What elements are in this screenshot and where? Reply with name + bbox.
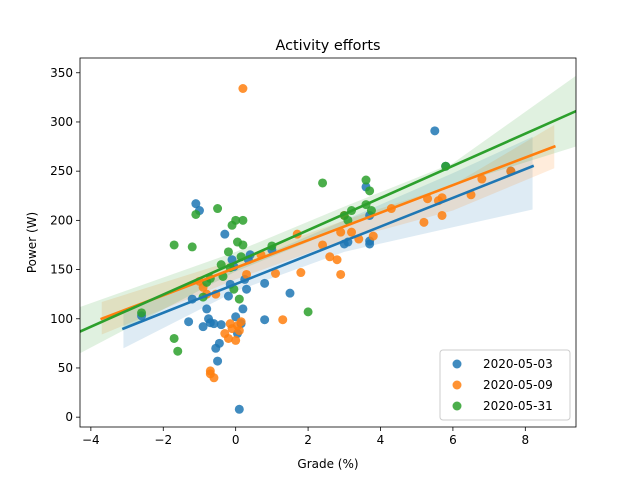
x-tick-label: 2 [304, 433, 312, 447]
data-point-series-2 [209, 373, 219, 383]
data-point-series-1 [242, 284, 252, 294]
chart-title: Activity efforts [275, 38, 380, 54]
y-tick-label: 150 [50, 263, 73, 277]
x-axis-ticks: −4 −2 0 2 4 6 8 [82, 427, 529, 447]
regression-line-series-1 [121, 164, 535, 331]
data-point-series-3 [238, 240, 248, 250]
data-point-series-1 [216, 320, 226, 330]
data-point-series-1 [260, 278, 270, 288]
data-point-series-2 [271, 268, 281, 278]
x-axis-label: Grade (%) [297, 457, 358, 471]
data-point-series-1 [191, 199, 201, 209]
data-point-series-2 [419, 217, 429, 227]
data-point-series-3 [137, 308, 147, 318]
y-axis-label: Power (W) [25, 212, 39, 273]
legend-marker [452, 380, 462, 390]
data-point-series-3 [191, 209, 201, 219]
data-point-series-2 [347, 227, 357, 237]
data-point-series-2 [332, 255, 342, 265]
y-axis-ticks: 0 50 100 150 200 250 300 350 [50, 66, 80, 424]
data-point-series-3 [365, 186, 375, 196]
legend-marker [452, 359, 462, 369]
y-tick-label: 100 [50, 312, 73, 326]
regression-lines [80, 109, 576, 333]
data-point-series-2 [231, 335, 241, 345]
data-point-series-2 [437, 210, 447, 220]
y-tick-label: 350 [50, 66, 73, 80]
data-point-series-1 [198, 322, 208, 332]
data-point-series-1 [238, 304, 248, 314]
data-point-series-2 [238, 84, 248, 94]
x-tick-label: 8 [521, 433, 529, 447]
y-tick-label: 250 [50, 164, 73, 178]
data-point-series-1 [430, 126, 440, 136]
legend-box [439, 349, 571, 421]
legend-label: 2020-05-03 [483, 357, 553, 371]
data-point-series-3 [366, 206, 376, 216]
data-point-series-2 [336, 269, 346, 279]
legend-label: 2020-05-31 [483, 399, 553, 413]
data-point-series-1 [220, 229, 230, 239]
data-point-series-3 [234, 294, 244, 304]
x-tick-label: 4 [377, 433, 385, 447]
data-point-series-3 [238, 215, 248, 225]
legend: 2020-05-03 2020-05-09 2020-05-31 [439, 349, 571, 421]
data-point-series-1 [214, 338, 224, 348]
data-point-series-2 [296, 268, 306, 278]
data-point-series-2 [236, 317, 246, 327]
plot-frame [79, 57, 577, 428]
confidence-band-series-2 [101, 124, 555, 335]
data-point-series-3 [303, 307, 313, 317]
y-tick-label: 0 [65, 410, 73, 424]
data-point-series-2 [477, 174, 487, 184]
data-point-series-2 [242, 269, 252, 279]
regression-line-series-2 [100, 144, 556, 321]
data-point-series-1 [234, 404, 244, 414]
data-point-series-1 [223, 291, 233, 301]
data-point-series-3 [343, 215, 353, 225]
data-point-series-1 [213, 356, 223, 366]
x-tick-label: 6 [449, 433, 457, 447]
data-point-series-2 [368, 231, 378, 241]
data-point-series-3 [361, 175, 371, 185]
x-tick-label: −2 [154, 433, 172, 447]
y-tick-label: 200 [50, 213, 73, 227]
data-point-series-1 [260, 315, 270, 325]
data-point-series-1 [209, 319, 219, 329]
legend-label: 2020-05-09 [483, 378, 553, 392]
data-point-series-3 [223, 247, 233, 257]
data-point-series-3 [231, 215, 241, 225]
data-point-series-2 [234, 326, 244, 336]
x-tick-label: 0 [232, 433, 240, 447]
data-point-series-3 [187, 242, 197, 252]
data-point-series-1 [285, 288, 295, 298]
data-point-series-3 [169, 333, 179, 343]
data-point-series-3 [173, 346, 183, 356]
legend-marker [452, 401, 462, 411]
data-point-series-2 [278, 315, 288, 325]
x-tick-label: −4 [82, 433, 100, 447]
y-tick-label: 50 [58, 361, 73, 375]
data-point-series-3 [213, 204, 223, 214]
y-tick-label: 300 [50, 115, 73, 129]
data-point-series-1 [202, 304, 212, 314]
data-point-series-3 [169, 240, 179, 250]
data-point-series-2 [223, 333, 233, 343]
data-point-series-3 [318, 178, 328, 188]
data-point-series-2 [325, 252, 335, 262]
regression-line-series-3 [80, 109, 576, 333]
data-point-series-2 [318, 240, 328, 250]
data-point-series-1 [184, 317, 194, 327]
